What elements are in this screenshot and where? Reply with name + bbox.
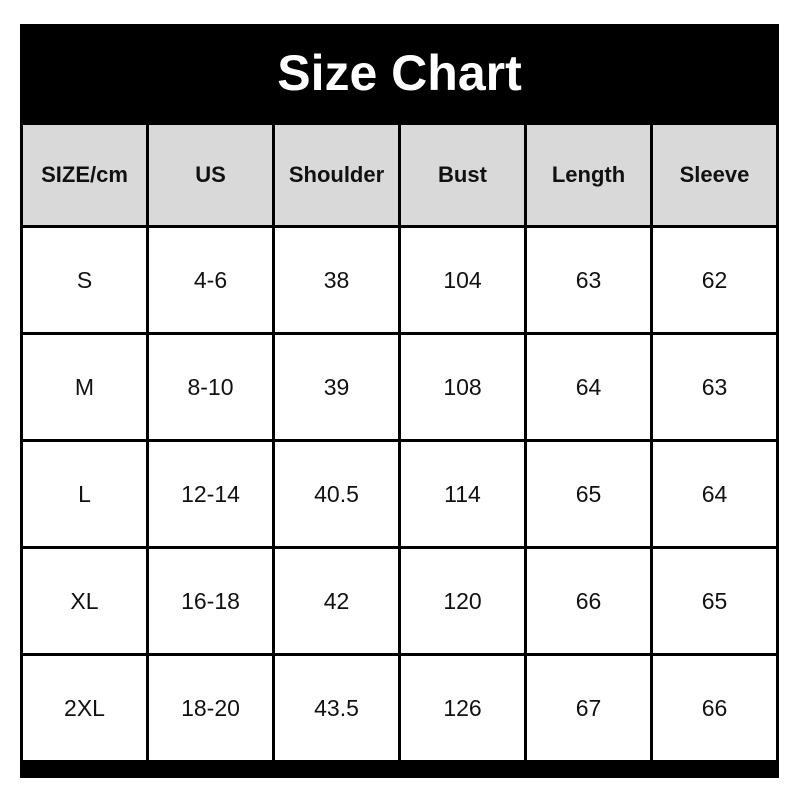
column-header: SIZE/cm xyxy=(20,122,149,228)
table-cell: 4-6 xyxy=(146,225,275,335)
table-cell: 43.5 xyxy=(272,653,401,763)
table-cell: 2XL xyxy=(20,653,149,763)
column-header: Sleeve xyxy=(650,122,779,228)
table-cell: L xyxy=(20,439,149,549)
table-cell: 16-18 xyxy=(146,546,275,656)
table-row: M 8-10 39 108 64 63 xyxy=(20,332,779,442)
table-cell: 65 xyxy=(650,546,779,656)
table-cell: 38 xyxy=(272,225,401,335)
table-cell: 120 xyxy=(398,546,527,656)
table-row: XL 16-18 42 120 66 65 xyxy=(20,546,779,656)
size-table: SIZE/cm US Shoulder Bust Length Sleeve S 4-6 38 1… xyxy=(20,122,779,763)
table-cell: 42 xyxy=(272,546,401,656)
table-cell: 67 xyxy=(524,653,653,763)
size-chart: Size Chart SIZE/cm US Shoulder Bust Length Sl… xyxy=(20,24,779,778)
table-cell: 39 xyxy=(272,332,401,442)
table-cell: 8-10 xyxy=(146,332,275,442)
table-cell: 63 xyxy=(650,332,779,442)
column-header: Shoulder xyxy=(272,122,401,228)
table-cell: 108 xyxy=(398,332,527,442)
table-cell: XL xyxy=(20,546,149,656)
table-cell: 65 xyxy=(524,439,653,549)
column-header: Bust xyxy=(398,122,527,228)
column-header: US xyxy=(146,122,275,228)
table-cell: 12-14 xyxy=(146,439,275,549)
table-cell: 62 xyxy=(650,225,779,335)
table-cell: 18-20 xyxy=(146,653,275,763)
table-cell: 66 xyxy=(524,546,653,656)
table-row: L 12-14 40.5 114 65 64 xyxy=(20,439,779,549)
table-row: S 4-6 38 104 63 62 xyxy=(20,225,779,335)
table-cell: 114 xyxy=(398,439,527,549)
table-cell: 66 xyxy=(650,653,779,763)
column-header: Length xyxy=(524,122,653,228)
table-cell: M xyxy=(20,332,149,442)
table-cell: 126 xyxy=(398,653,527,763)
chart-title: Size Chart xyxy=(277,45,522,101)
table-cell: 64 xyxy=(524,332,653,442)
header-row: SIZE/cm US Shoulder Bust Length Sleeve xyxy=(20,122,779,228)
table-row: 2XL 18-20 43.5 126 67 66 xyxy=(20,653,779,763)
table-cell: 64 xyxy=(650,439,779,549)
table-cell: S xyxy=(20,225,149,335)
table-cell: 40.5 xyxy=(272,439,401,549)
table-cell: 104 xyxy=(398,225,527,335)
table-cell: 63 xyxy=(524,225,653,335)
